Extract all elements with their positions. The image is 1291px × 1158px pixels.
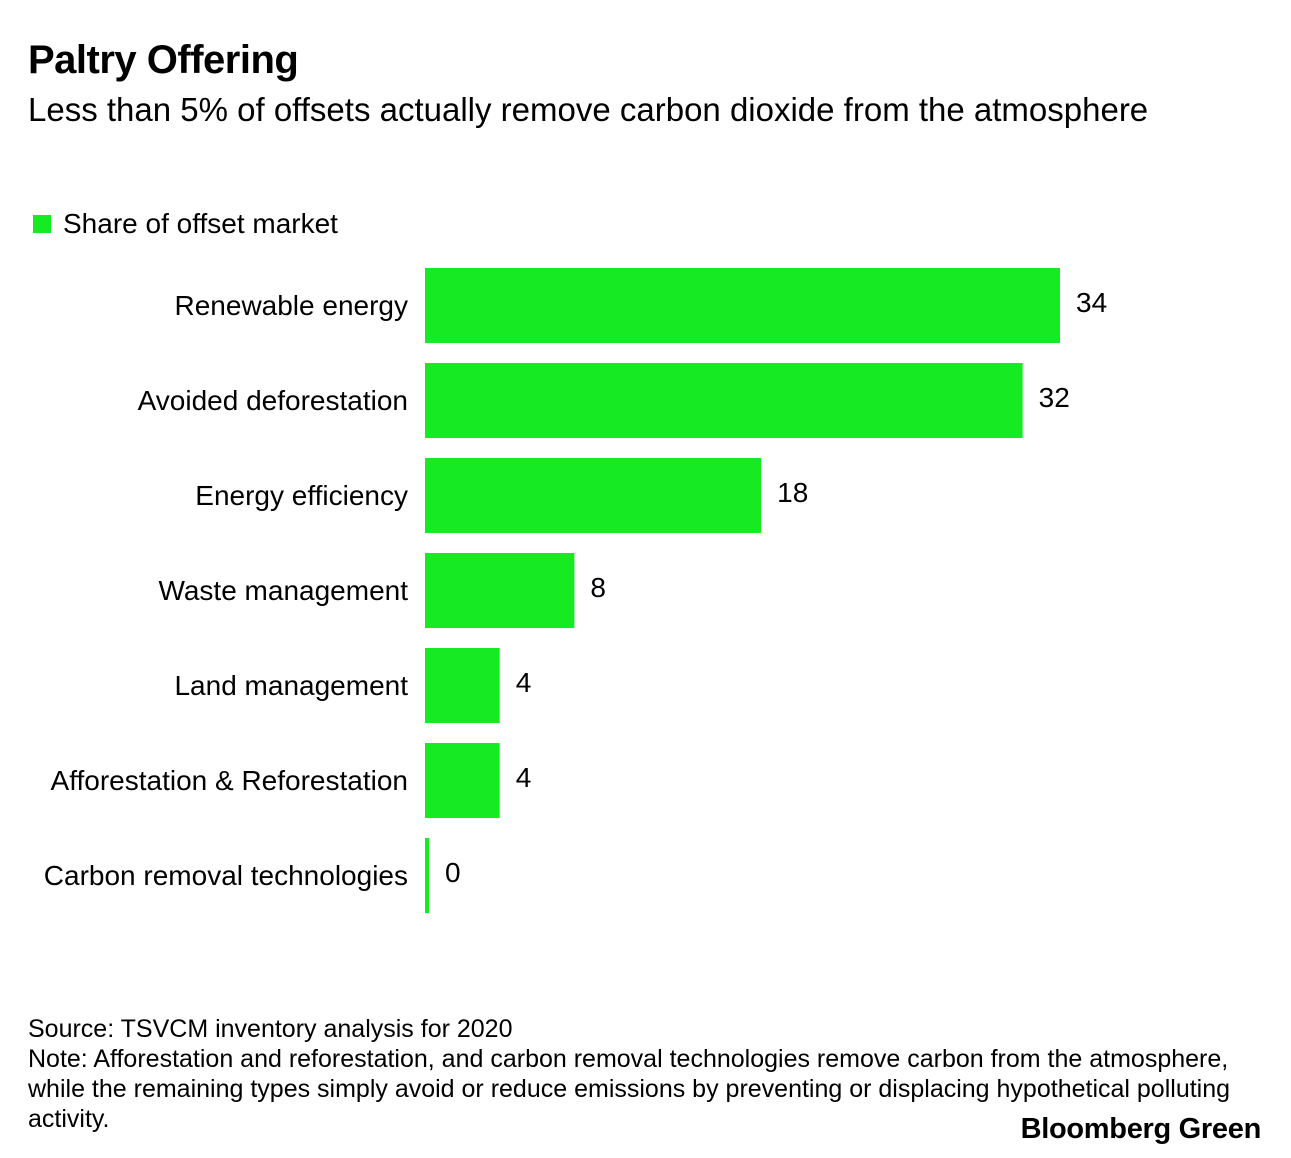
chart-title: Paltry Offering xyxy=(28,38,299,82)
bar xyxy=(425,838,429,913)
bar xyxy=(425,268,1060,343)
source-note: Source: TSVCM inventory analysis for 202… xyxy=(28,1015,513,1043)
category-label: Avoided deforestation xyxy=(138,385,408,416)
data-label: 0 xyxy=(445,857,461,888)
category-label: Renewable energy xyxy=(175,290,409,321)
brand-logo-text: Bloomberg Green xyxy=(1020,1113,1262,1145)
legend-label: Share of offset market xyxy=(63,208,338,239)
legend: Share of offset market xyxy=(33,208,338,240)
data-label: 8 xyxy=(590,572,606,603)
footer: Source: TSVCM inventory analysis for 202… xyxy=(28,1014,1238,1134)
category-label: Land management xyxy=(174,670,408,701)
data-label: 4 xyxy=(516,667,532,698)
bar xyxy=(425,743,500,818)
data-label: 4 xyxy=(516,762,532,793)
data-label: 32 xyxy=(1039,382,1070,413)
data-label: 34 xyxy=(1076,287,1107,318)
category-label: Energy efficiency xyxy=(195,480,408,511)
footnote: Note: Afforestation and reforestation, a… xyxy=(28,1045,1231,1133)
bar xyxy=(425,553,575,628)
legend-swatch xyxy=(33,215,51,233)
category-label: Waste management xyxy=(158,575,408,606)
bar xyxy=(425,458,762,533)
chart-subtitle: Less than 5% of offsets actually remove … xyxy=(28,91,1149,128)
bar-chart: Renewable energy 34 Avoided deforestation 3… xyxy=(44,268,1107,913)
bar xyxy=(425,648,500,723)
bar xyxy=(425,363,1023,438)
category-label: Carbon removal technologies xyxy=(44,860,408,891)
data-label: 18 xyxy=(777,477,808,508)
category-label: Afforestation & Reforestation xyxy=(51,765,408,796)
